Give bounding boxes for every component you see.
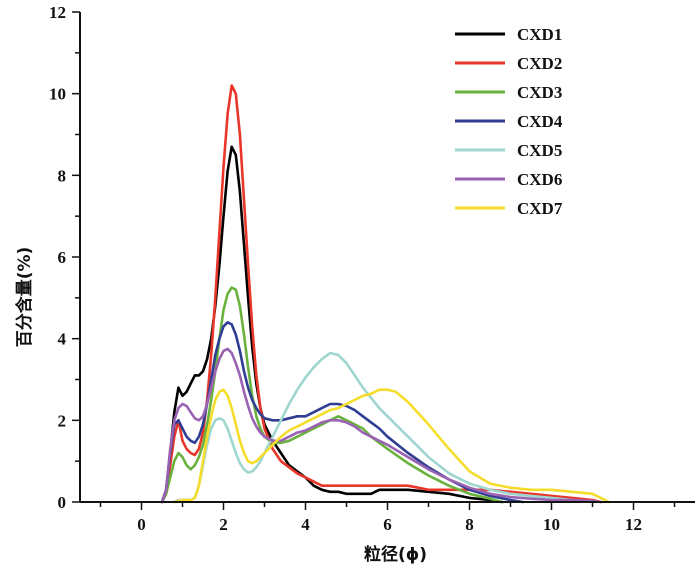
x-tick-label: 2 [219,515,228,534]
y-tick-label: 2 [58,411,67,430]
legend: CXD1 CXD2 CXD3 CXD4 CXD5 CXD6 CXD7 [455,25,563,218]
y-tick-label: 0 [58,493,67,512]
x-tick-label: 6 [383,515,392,534]
y-tick-label: 12 [49,3,66,22]
y-tick-label: 10 [49,85,66,104]
legend-label-cxd6: CXD6 [517,170,562,189]
legend-label-cxd1: CXD1 [517,25,562,44]
x-tick-label: 0 [137,515,146,534]
y-tick-label: 4 [58,330,67,349]
legend-label-cxd4: CXD4 [517,112,563,131]
x-tick-label: 8 [465,515,474,534]
series-line-cxd5 [173,351,602,504]
legend-label-cxd5: CXD5 [517,141,562,160]
series-line-cxd2 [160,84,602,504]
x-tick-label: 12 [625,515,642,534]
x-axis-ticks: 0 2 4 6 8 10 12 [99,502,676,534]
y-axis-ticks: 0 2 4 6 8 10 12 [49,3,80,512]
y-axis-title: 百分含量(%) [14,247,35,348]
y-tick-label: 6 [58,248,67,267]
legend-label-cxd3: CXD3 [517,83,562,102]
plot-series-group [160,84,611,504]
series-line-cxd6 [160,347,602,504]
legend-label-cxd7: CXD7 [517,199,563,218]
x-tick-label: 4 [301,515,310,534]
legend-label-cxd2: CXD2 [517,54,562,73]
series-line-cxd7 [173,388,611,504]
x-tick-label: 10 [543,515,560,534]
series-line-cxd4 [160,321,525,504]
y-tick-label: 8 [58,166,67,185]
x-axis-title: 粒径(ϕ) [364,544,427,565]
